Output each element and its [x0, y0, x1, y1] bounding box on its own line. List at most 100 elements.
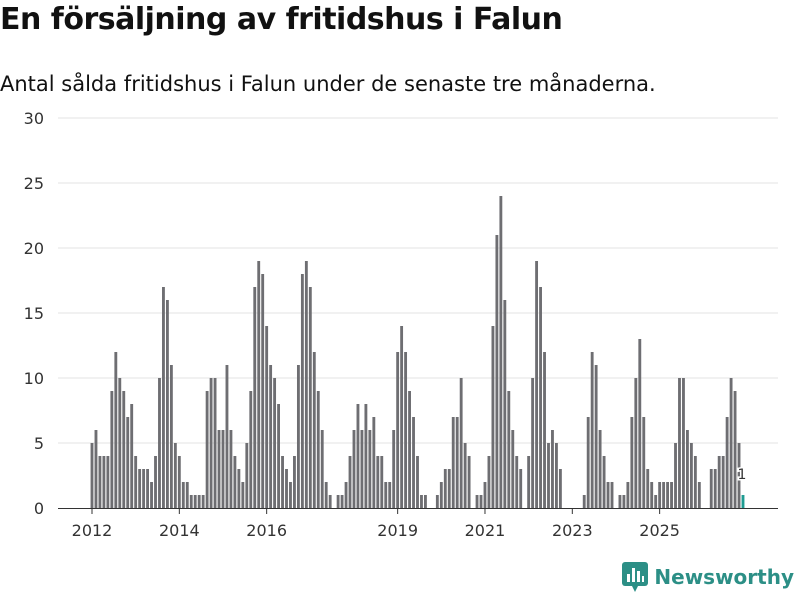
bar	[404, 352, 408, 508]
bar	[312, 352, 316, 508]
bar	[205, 391, 209, 508]
x-tick-label: 2025	[639, 521, 680, 540]
bar	[622, 495, 626, 508]
bar	[265, 326, 269, 508]
bar	[368, 430, 372, 508]
bar	[467, 456, 471, 508]
bar	[630, 417, 634, 508]
bar	[340, 495, 344, 508]
bar	[606, 482, 610, 508]
bar	[439, 482, 443, 508]
x-tick-label: 2016	[246, 521, 287, 540]
bar	[590, 352, 594, 508]
bar	[241, 482, 245, 508]
bar	[650, 482, 654, 508]
bar	[225, 365, 229, 508]
bar	[217, 430, 221, 508]
chart-logo-icon	[622, 562, 649, 592]
bar	[451, 417, 455, 508]
bar	[642, 417, 646, 508]
bar	[293, 456, 296, 508]
chart-title: En försäljning av fritidshus i Falun	[0, 2, 563, 37]
bar	[261, 274, 265, 508]
bar	[555, 443, 558, 508]
bar	[416, 456, 419, 508]
bar	[733, 391, 737, 508]
newsworthy-logo: Newsworthy	[622, 562, 794, 592]
bar	[602, 456, 606, 508]
bar	[126, 417, 130, 508]
bar	[384, 482, 388, 508]
bar	[634, 378, 638, 508]
bar	[495, 235, 499, 508]
bar	[717, 456, 721, 508]
bar	[626, 482, 630, 508]
bar	[670, 482, 673, 508]
x-tick-label: 2014	[159, 521, 200, 540]
y-tick-label: 10	[24, 369, 44, 388]
bar	[138, 469, 142, 508]
bar	[150, 482, 153, 508]
bar	[658, 482, 662, 508]
x-tick-label: 2021	[465, 521, 506, 540]
bar	[499, 196, 503, 508]
bar	[618, 495, 622, 508]
bar	[447, 469, 451, 508]
bar	[551, 430, 554, 508]
bar	[304, 261, 308, 508]
bar	[666, 482, 670, 508]
bar	[455, 417, 459, 508]
bar	[558, 469, 562, 508]
bar	[511, 430, 515, 508]
bar	[193, 495, 197, 508]
bar	[300, 274, 304, 508]
chart-subtitle: Antal sålda fritidshus i Falun under de …	[0, 72, 656, 96]
bar	[519, 469, 523, 508]
bar	[285, 469, 288, 508]
bar	[352, 430, 356, 508]
x-tick-label: 2019	[377, 521, 418, 540]
bar	[106, 456, 110, 508]
bar	[507, 391, 511, 508]
bar	[320, 430, 324, 508]
y-tick-label: 25	[24, 174, 44, 193]
bar	[364, 404, 368, 508]
y-tick-label: 30	[24, 109, 44, 128]
bar	[249, 391, 253, 508]
bar	[316, 391, 320, 508]
bar	[344, 482, 348, 508]
bar	[273, 378, 277, 508]
bar	[487, 456, 491, 508]
grid-lines	[58, 117, 778, 444]
bar	[281, 456, 284, 508]
bar	[158, 378, 161, 508]
bar	[114, 352, 118, 508]
bar	[122, 391, 126, 508]
bar	[173, 443, 177, 508]
bar	[165, 300, 169, 508]
bar	[142, 469, 146, 508]
bar	[146, 469, 150, 508]
bar	[408, 391, 411, 508]
bar	[336, 495, 340, 508]
brand-name: Newsworthy	[654, 565, 794, 589]
bar	[709, 469, 713, 508]
bar	[531, 378, 535, 508]
y-tick-label: 20	[24, 239, 44, 258]
bar	[237, 469, 241, 508]
bar	[169, 365, 173, 508]
bar	[130, 404, 134, 508]
bar	[221, 430, 225, 508]
bar	[380, 456, 384, 508]
bar	[539, 287, 542, 508]
bar	[229, 430, 233, 508]
bar	[328, 495, 332, 508]
bar	[725, 417, 729, 508]
bars	[90, 196, 745, 508]
bar	[98, 456, 102, 508]
bar	[269, 365, 273, 508]
bar	[376, 456, 380, 508]
bar	[209, 378, 213, 508]
bar	[154, 456, 157, 508]
